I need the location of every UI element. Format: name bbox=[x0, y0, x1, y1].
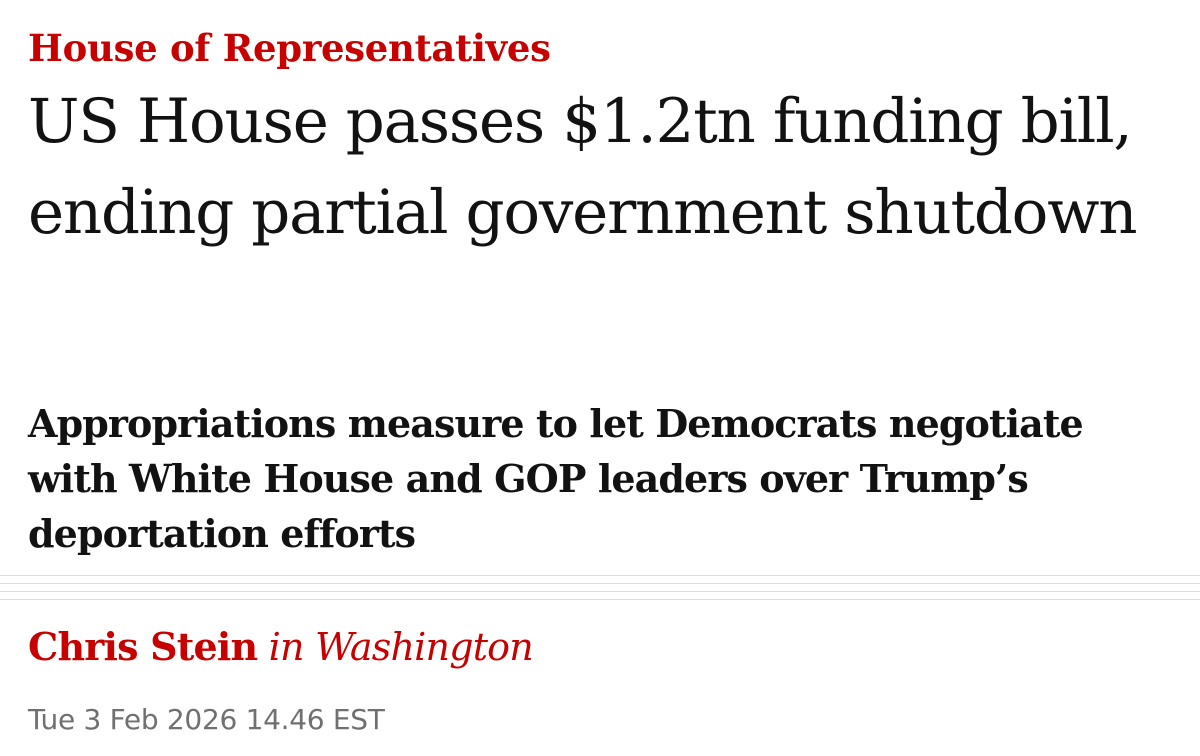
divider-line bbox=[0, 583, 1200, 584]
publish-date: Tue 3 Feb 2026 14.46 EST bbox=[28, 703, 385, 736]
headline: US House passes $1.2tn funding bill, end… bbox=[28, 86, 1138, 248]
divider-line bbox=[0, 575, 1200, 576]
divider-rules bbox=[0, 575, 1200, 607]
section-kicker[interactable]: House of Representatives bbox=[28, 26, 551, 70]
byline: Chris Stein in Washington bbox=[28, 620, 534, 674]
author-link[interactable]: Chris Stein bbox=[28, 624, 258, 669]
byline-location: in Washington bbox=[268, 625, 534, 669]
article-header: House of Representatives US House passes… bbox=[28, 22, 1178, 258]
standfirst: Appropriations measure to let Democrats … bbox=[28, 401, 1084, 556]
divider-line bbox=[0, 591, 1200, 592]
divider-line bbox=[0, 599, 1200, 600]
